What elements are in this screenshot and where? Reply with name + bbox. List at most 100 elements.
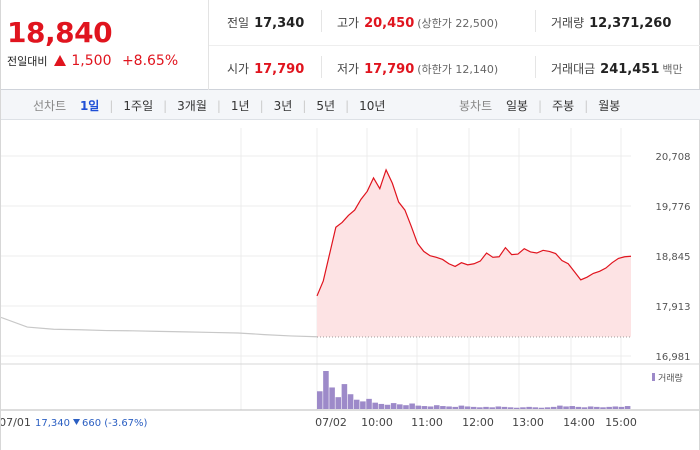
volume-bar [581, 407, 588, 409]
down-triangle-icon [73, 419, 80, 425]
tab-line-3[interactable]: 1년 [230, 99, 250, 113]
tab-line-0[interactable]: 1일 [79, 99, 100, 113]
volume-bar [458, 405, 465, 409]
volume-bar [563, 406, 569, 409]
volume-bar [378, 403, 385, 409]
volume-bar [415, 405, 422, 409]
tab-line-2[interactable]: 3개월 [177, 99, 207, 113]
volume-bar [501, 406, 508, 409]
tab-candle-0[interactable]: 일봉 [505, 99, 529, 113]
price-chart[interactable]: 20,708 19,776 18,845 17,913 16,981 거래량 07/01 07… [1, 120, 700, 450]
stat-label: 고가 [337, 16, 360, 30]
tab-line-6[interactable]: 10년 [359, 99, 386, 113]
volume-bar [470, 406, 477, 409]
x-tick-label: 07/02 [315, 416, 347, 429]
stat-value: 17,790 [364, 62, 415, 77]
volume-bar [446, 406, 452, 409]
volume-bar [514, 407, 520, 409]
tab-line-5[interactable]: 5년 [316, 99, 336, 113]
up-triangle-icon [53, 55, 66, 66]
divider [321, 56, 322, 78]
volume-bar [526, 406, 532, 409]
volume-bar [347, 394, 354, 409]
tab-line-4[interactable]: 3년 [273, 99, 293, 113]
y-tick-label: 20,708 [656, 152, 691, 163]
stats-row-1: 전일 17,340 고가 20,450 (상한가 22,500) 거래량 12,371,… [209, 0, 700, 45]
x-tick-label: 15:00 [605, 416, 637, 429]
stat-label: 저가 [337, 62, 360, 76]
volume-bar [477, 407, 483, 409]
volume-bar [421, 406, 428, 409]
change-percent: +8.65% [121, 53, 179, 69]
tab-separator: | [345, 99, 350, 113]
stat-high: 고가 20,450 (상한가 22,500) [337, 14, 498, 31]
change-label: 전일대비 [7, 55, 48, 68]
tab-separator: | [163, 99, 168, 113]
volume-bar [507, 407, 514, 409]
stat-sub: (하한가 12,140) [417, 63, 499, 76]
stat-label: 전일 [227, 16, 250, 30]
price-chart-svg: 20,708 19,776 18,845 17,913 16,981 거래량 07/01 07… [1, 128, 699, 429]
tab-candle-2[interactable]: 월봉 [598, 99, 621, 113]
volume-bar [403, 405, 409, 409]
price-line [316, 168, 632, 297]
line-chart-tabs: 선차트 1일 | 1주일 | 3개월 | 1년 | 3년 | 5년 | 10년 [33, 97, 395, 114]
volume-bar [612, 406, 619, 409]
volume-bar [544, 407, 551, 409]
stat-label: 시가 [227, 62, 250, 76]
x-tick-label: 10:00 [361, 416, 393, 429]
x-tick-label: 07/01 [1, 416, 31, 429]
volume-bar [366, 398, 372, 409]
stat-prev-close: 전일 17,340 [227, 14, 304, 31]
volume-bar [329, 387, 335, 409]
volume-bar [390, 403, 397, 409]
tab-separator: | [109, 99, 114, 113]
volume-bar [427, 406, 434, 409]
tab-line-1[interactable]: 1주일 [123, 99, 154, 113]
volume-legend-label: 거래량 [658, 372, 683, 384]
volume-bar [335, 397, 342, 409]
volume-bar [550, 406, 557, 409]
stat-volume: 거래량 12,371,260 [551, 14, 671, 31]
y-tick-label: 18,845 [656, 252, 691, 263]
volume-bar [495, 406, 502, 409]
divider [535, 56, 536, 78]
stat-low: 저가 17,790 (하한가 12,140) [337, 60, 498, 77]
candle-chart-tabs: 봉차트 일봉 | 주봉 | 월봉 [459, 97, 630, 114]
price-box: 18,840 전일대비 1,500 +8.65% [1, 0, 209, 90]
quote-stats: 전일 17,340 고가 20,450 (상한가 22,500) 거래량 12,371,… [209, 0, 700, 90]
line-chart-label: 선차트 [33, 99, 67, 113]
volume-bar [587, 406, 594, 409]
change-value: 1,500 [71, 53, 112, 69]
volume-bar [624, 406, 631, 409]
volume-bar [575, 406, 582, 409]
tab-candle-1[interactable]: 주봉 [552, 99, 575, 113]
tab-separator: | [216, 99, 221, 113]
volume-bar [397, 404, 403, 409]
volume-bar [384, 404, 391, 409]
tab-separator: | [538, 99, 543, 113]
volume-bar [323, 371, 329, 409]
chart-toolbar: 선차트 1일 | 1주일 | 3개월 | 1년 | 3년 | 5년 | 10년 봉차트 일봉 | 주봉 | 월봉 [1, 90, 700, 120]
volume-bar [317, 391, 323, 409]
stat-amount: 거래대금 241,451 백만 [551, 60, 683, 77]
volume-bar [483, 406, 489, 409]
tab-separator: | [584, 99, 589, 113]
stat-open: 시가 17,790 [227, 60, 304, 77]
y-tick-label: 19,776 [656, 202, 691, 213]
volume-bar [360, 401, 366, 409]
stat-sub: 백만 [662, 63, 683, 76]
stat-value: 17,790 [254, 62, 305, 77]
stat-label: 거래량 [551, 16, 585, 30]
volume-bar [464, 406, 471, 409]
x-tick-label: 11:00 [411, 416, 443, 429]
y-tick-label: 17,913 [656, 302, 691, 313]
volume-bar [569, 406, 575, 409]
current-price: 18,840 [7, 16, 113, 49]
volume-bar [600, 407, 606, 409]
divider [535, 10, 536, 32]
stat-value: 20,450 [364, 16, 415, 31]
volume-bar [618, 406, 625, 409]
divider [321, 10, 322, 32]
